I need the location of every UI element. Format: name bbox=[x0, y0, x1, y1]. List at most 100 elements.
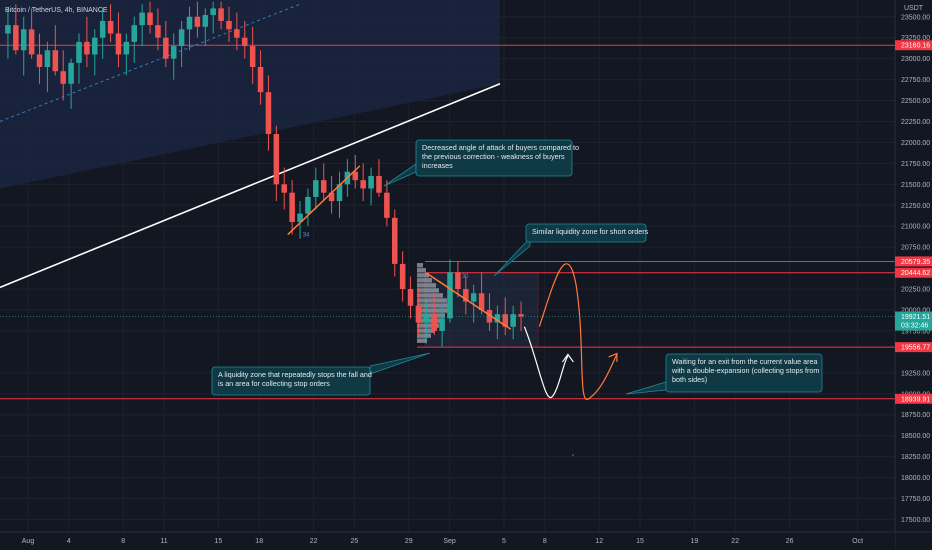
candle-body bbox=[313, 180, 319, 197]
candle-body bbox=[186, 16, 193, 30]
candle-body bbox=[447, 272, 453, 319]
y-tick-label: 21000.00 bbox=[901, 224, 930, 231]
note-box bbox=[211, 366, 371, 396]
candle-body bbox=[60, 71, 66, 84]
candle-body bbox=[84, 41, 90, 55]
candle-body bbox=[123, 41, 130, 55]
level-price-text: 19556.77 bbox=[901, 345, 930, 352]
level-price-text: 20444.62 bbox=[901, 270, 930, 277]
note-text: A liquidity zone that repeatedly stops t… bbox=[218, 370, 372, 388]
level-price-text: 23160.16 bbox=[901, 43, 930, 50]
y-tick-label: 23000.00 bbox=[901, 56, 930, 63]
y-tick-label: 18500.00 bbox=[901, 433, 930, 440]
candle-body bbox=[368, 175, 374, 189]
y-tick-label: 20250.00 bbox=[901, 287, 930, 294]
level-price-tag bbox=[895, 393, 932, 404]
note-line: increases bbox=[422, 161, 453, 170]
note-box bbox=[525, 223, 647, 243]
candle-body bbox=[336, 184, 343, 202]
y-tick-label: 17750.00 bbox=[901, 496, 930, 503]
candle-body bbox=[44, 50, 51, 68]
y-tick-label: 23500.00 bbox=[901, 14, 930, 21]
x-tick-label: 29 bbox=[405, 538, 413, 545]
orange-projection-path bbox=[538, 263, 618, 401]
symbol-title: Bitcoin / TetherUS, 4h, BINANCE bbox=[5, 7, 108, 14]
candle-body bbox=[52, 50, 59, 72]
candle-body bbox=[76, 41, 82, 63]
candle-body bbox=[234, 29, 240, 38]
volume-bar bbox=[416, 278, 432, 283]
correction-line-2 bbox=[426, 272, 512, 330]
candle-body bbox=[281, 184, 287, 193]
candle-body bbox=[28, 29, 35, 55]
candle-body bbox=[265, 92, 272, 135]
note-line: the previous correction - weakness of bu… bbox=[422, 152, 565, 161]
projection-paths: 34 30 bbox=[287, 165, 618, 401]
y-tick-label: 18000.00 bbox=[901, 475, 930, 482]
note-line: Similar liquidity zone for short orders bbox=[532, 227, 649, 236]
level-price-text: 18939.91 bbox=[901, 396, 930, 403]
note-text: Waiting for an exit from the current val… bbox=[671, 357, 819, 384]
cursor-dot bbox=[572, 454, 574, 456]
small-label: 30 bbox=[462, 274, 469, 280]
candle-body bbox=[502, 314, 509, 327]
x-tick-label: Aug bbox=[22, 538, 35, 545]
currency-label: USDT bbox=[904, 5, 924, 12]
y-tick-label: 21250.00 bbox=[901, 203, 930, 210]
candle-body bbox=[20, 29, 27, 51]
level-price-tag bbox=[895, 342, 932, 353]
orange-arrowhead bbox=[608, 352, 618, 362]
x-tick-label: 12 bbox=[595, 538, 603, 545]
candle-body bbox=[273, 134, 280, 185]
y-tick-label: 21500.00 bbox=[901, 182, 930, 189]
y-tick-label: 20750.00 bbox=[901, 245, 930, 252]
candle-body bbox=[242, 37, 248, 47]
y-tick-label: 21750.00 bbox=[901, 161, 930, 168]
candle-body bbox=[297, 213, 303, 223]
y-tick-label: 22250.00 bbox=[901, 119, 930, 126]
y-tick-label: 23250.00 bbox=[901, 35, 930, 42]
x-tick-label: Oct bbox=[852, 538, 863, 545]
current-price-tag bbox=[895, 311, 932, 331]
annotation-notes: Decreased angle of attack of buyers comp… bbox=[211, 139, 823, 396]
candle-body bbox=[463, 289, 469, 302]
candle-body bbox=[320, 180, 327, 193]
note-line: is an area for collecting stop orders bbox=[218, 379, 330, 388]
candle-body bbox=[415, 305, 422, 323]
x-tick-label: 11 bbox=[160, 538, 167, 545]
x-tick-label: 8 bbox=[121, 538, 125, 545]
volume-bar bbox=[416, 298, 447, 303]
horizontal-levels bbox=[0, 44, 895, 400]
candle-body bbox=[328, 192, 335, 202]
candle-body bbox=[494, 314, 501, 323]
candle-body bbox=[115, 33, 122, 55]
y-tick-label: 19750.00 bbox=[901, 328, 930, 335]
candle-body bbox=[470, 293, 477, 302]
y-tick-label: 20000.00 bbox=[901, 307, 930, 314]
level-price-tag bbox=[895, 40, 932, 51]
candle-body bbox=[202, 15, 209, 27]
candle-body bbox=[170, 46, 177, 59]
volume-bar bbox=[416, 308, 448, 313]
x-tick-label: 19 bbox=[691, 538, 699, 545]
note-text: Similar liquidity zone for short orders bbox=[532, 227, 649, 236]
y-tick-label: 22500.00 bbox=[901, 98, 930, 105]
candle-body bbox=[376, 175, 382, 193]
candle-body bbox=[305, 196, 311, 214]
candle-body bbox=[163, 37, 169, 59]
volume-bar bbox=[416, 273, 429, 278]
y-tick-label: 22750.00 bbox=[901, 77, 930, 84]
volume-bar bbox=[416, 318, 442, 323]
time-axis-panel bbox=[0, 532, 895, 550]
candle-body bbox=[5, 25, 11, 34]
countdown-text: 03:32:46 bbox=[901, 323, 928, 330]
x-tick-label: 8 bbox=[543, 538, 547, 545]
volume-bar bbox=[416, 313, 445, 318]
candle-body bbox=[147, 12, 153, 26]
x-tick-label: 4 bbox=[67, 538, 71, 545]
candle-body bbox=[68, 62, 74, 84]
trendline[interactable] bbox=[0, 83, 501, 289]
candle-body bbox=[399, 263, 406, 290]
